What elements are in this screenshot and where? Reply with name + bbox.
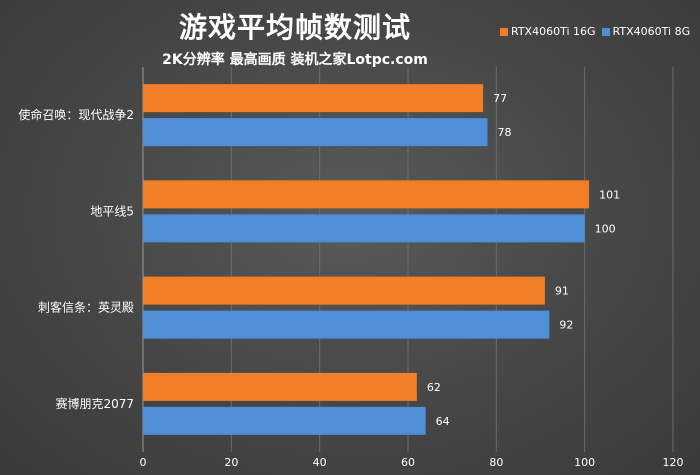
chart-title: 游戏平均帧数测试 [178, 11, 411, 44]
chart-subtitle: 2K分辨率 最高画质 装机之家Lotpc.com [162, 52, 428, 68]
x-tick-label: 0 [140, 456, 147, 469]
category-label: 刺客信条：英灵殿 [38, 300, 134, 315]
data-label: 77 [493, 92, 507, 105]
bar [143, 372, 417, 401]
legend-swatch-8g [601, 27, 610, 36]
bar [143, 180, 590, 209]
category-label: 使命召唤：现代战争2 [18, 107, 134, 122]
data-label: 64 [436, 415, 450, 428]
category-label: 赛博朋克2077 [55, 396, 134, 411]
data-label: 92 [559, 319, 573, 332]
data-label: 101 [599, 188, 620, 201]
legend-item-8g: RTX4060Ti 8G [601, 25, 691, 38]
bar [143, 84, 484, 113]
bar [143, 214, 585, 243]
legend-item-16g: RTX4060Ti 16G [500, 25, 596, 38]
data-label: 100 [595, 222, 616, 235]
x-tick-label: 120 [663, 456, 684, 469]
legend: RTX4060Ti 16G RTX4060Ti 8G [500, 25, 690, 38]
bar [143, 276, 545, 305]
x-tick-label: 100 [574, 456, 595, 469]
category-label: 地平线5 [90, 204, 134, 218]
legend-label-8g: RTX4060Ti 8G [612, 25, 691, 38]
legend-label-16g: RTX4060Ti 16G [511, 25, 596, 38]
x-tick-label: 20 [224, 456, 238, 469]
x-tick-label: 60 [401, 456, 415, 469]
x-tick-label: 40 [313, 456, 327, 469]
legend-swatch-16g [500, 27, 508, 36]
bar [143, 118, 488, 147]
bar [143, 406, 426, 435]
x-tick-label: 80 [489, 456, 503, 469]
data-label: 78 [498, 126, 512, 139]
data-label: 91 [555, 285, 569, 298]
bar [143, 310, 550, 339]
data-label: 62 [427, 381, 441, 394]
